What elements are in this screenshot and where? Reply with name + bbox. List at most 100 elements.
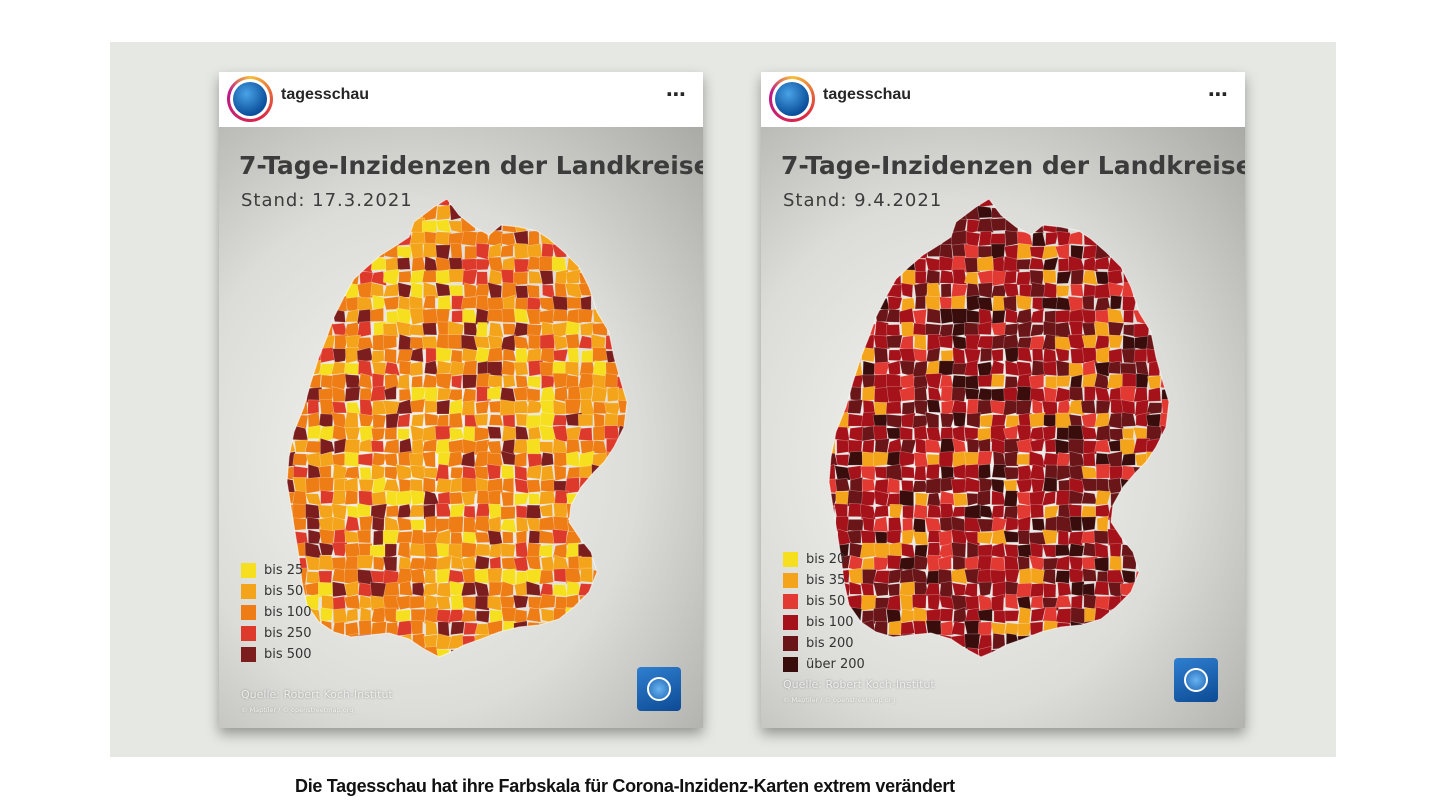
district-cell xyxy=(1041,490,1056,507)
tagesschau-avatar[interactable] xyxy=(769,76,815,122)
district-cell xyxy=(515,375,529,388)
district-cell xyxy=(901,297,916,312)
district-cell xyxy=(915,438,927,455)
district-cell xyxy=(1016,438,1033,454)
district-cell xyxy=(514,400,530,414)
district-cell xyxy=(526,607,542,623)
district-cell xyxy=(965,595,980,611)
district-cell xyxy=(834,478,851,492)
district-cell xyxy=(384,427,398,440)
district-cell xyxy=(1070,620,1084,638)
district-cell xyxy=(487,297,505,311)
district-cell xyxy=(1029,282,1047,298)
district-cell xyxy=(1093,372,1110,390)
district-cell xyxy=(539,270,554,286)
district-cell xyxy=(553,568,568,583)
district-cell xyxy=(977,282,993,299)
district-cell xyxy=(952,268,968,285)
district-cell xyxy=(966,541,979,560)
district-cell xyxy=(1094,412,1110,428)
district-cell xyxy=(1054,438,1070,455)
district-cell xyxy=(448,515,464,534)
district-cell xyxy=(1004,375,1019,389)
district-cell xyxy=(940,476,955,493)
district-cell xyxy=(487,515,502,533)
district-cell xyxy=(1016,595,1032,612)
district-cell xyxy=(564,361,580,377)
district-cell xyxy=(951,542,967,558)
district-cell xyxy=(1107,281,1125,297)
district-cell xyxy=(1081,309,1097,325)
legend-label: bis 50 xyxy=(806,594,846,609)
district-cell xyxy=(513,242,530,260)
district-cell xyxy=(473,580,490,598)
district-cell xyxy=(321,594,335,611)
tagesschau-avatar[interactable] xyxy=(227,76,273,122)
district-cell xyxy=(474,465,489,480)
district-cell xyxy=(500,506,516,520)
district-cell xyxy=(422,373,439,390)
district-cell xyxy=(926,492,942,507)
district-cell xyxy=(1029,324,1047,337)
more-options-icon[interactable]: ⋯ xyxy=(666,82,687,106)
district-cell xyxy=(1108,348,1123,364)
district-cell xyxy=(990,622,1007,635)
district-cell xyxy=(435,596,451,611)
district-cell xyxy=(460,582,477,597)
district-cell xyxy=(1018,567,1033,586)
legend-label: bis 200 xyxy=(806,636,854,651)
district-cell xyxy=(605,451,620,468)
district-cell xyxy=(1042,568,1056,585)
district-cell xyxy=(307,424,322,440)
district-cell xyxy=(383,283,401,298)
tagesschau-logo-icon xyxy=(233,82,267,116)
district-cell xyxy=(475,322,488,337)
district-cell xyxy=(461,555,478,570)
district-cell xyxy=(514,465,528,482)
district-cell xyxy=(976,217,994,233)
district-cell xyxy=(370,606,387,625)
account-name[interactable]: tagesschau xyxy=(823,86,912,103)
map-attribution: © Maptiler / © openstreetmap.org xyxy=(783,696,896,704)
district-cell xyxy=(370,440,385,453)
district-cell xyxy=(527,596,542,610)
district-cell xyxy=(566,296,583,310)
tagesschau-logo-icon xyxy=(1174,658,1218,702)
more-options-icon[interactable]: ⋯ xyxy=(1208,82,1229,106)
district-cell xyxy=(372,529,386,546)
district-cell xyxy=(475,258,492,271)
district-cell xyxy=(499,581,514,598)
district-cell xyxy=(410,361,424,377)
district-cell xyxy=(356,336,374,351)
district-cell xyxy=(460,609,477,623)
district-cell xyxy=(1042,269,1057,284)
district-cell xyxy=(966,412,982,429)
district-cell xyxy=(358,479,375,494)
account-name[interactable]: tagesschau xyxy=(281,86,370,103)
district-cell xyxy=(1004,308,1019,324)
district-cell xyxy=(1003,270,1017,285)
district-cell xyxy=(1029,503,1045,519)
district-cell xyxy=(447,543,464,559)
district-cell xyxy=(963,348,982,364)
district-cell xyxy=(463,622,478,636)
district-cell xyxy=(331,516,346,532)
district-cell xyxy=(1094,361,1112,377)
district-cell xyxy=(1120,594,1136,612)
district-cell xyxy=(383,348,397,364)
district-cell xyxy=(950,621,966,636)
legend-swatch xyxy=(241,605,256,620)
district-cell xyxy=(356,321,372,338)
district-cell xyxy=(1042,582,1057,599)
district-cell xyxy=(873,401,888,417)
district-cell xyxy=(898,348,917,364)
district-cell xyxy=(976,399,994,416)
post-header: tagesschau ⋯ xyxy=(219,72,703,127)
district-cell xyxy=(382,556,398,572)
district-cell xyxy=(318,542,335,556)
district-cell xyxy=(913,334,927,351)
district-cell xyxy=(900,282,914,298)
legend-item: bis 200 xyxy=(783,633,865,654)
district-cell xyxy=(287,451,296,469)
district-cell xyxy=(926,307,942,324)
